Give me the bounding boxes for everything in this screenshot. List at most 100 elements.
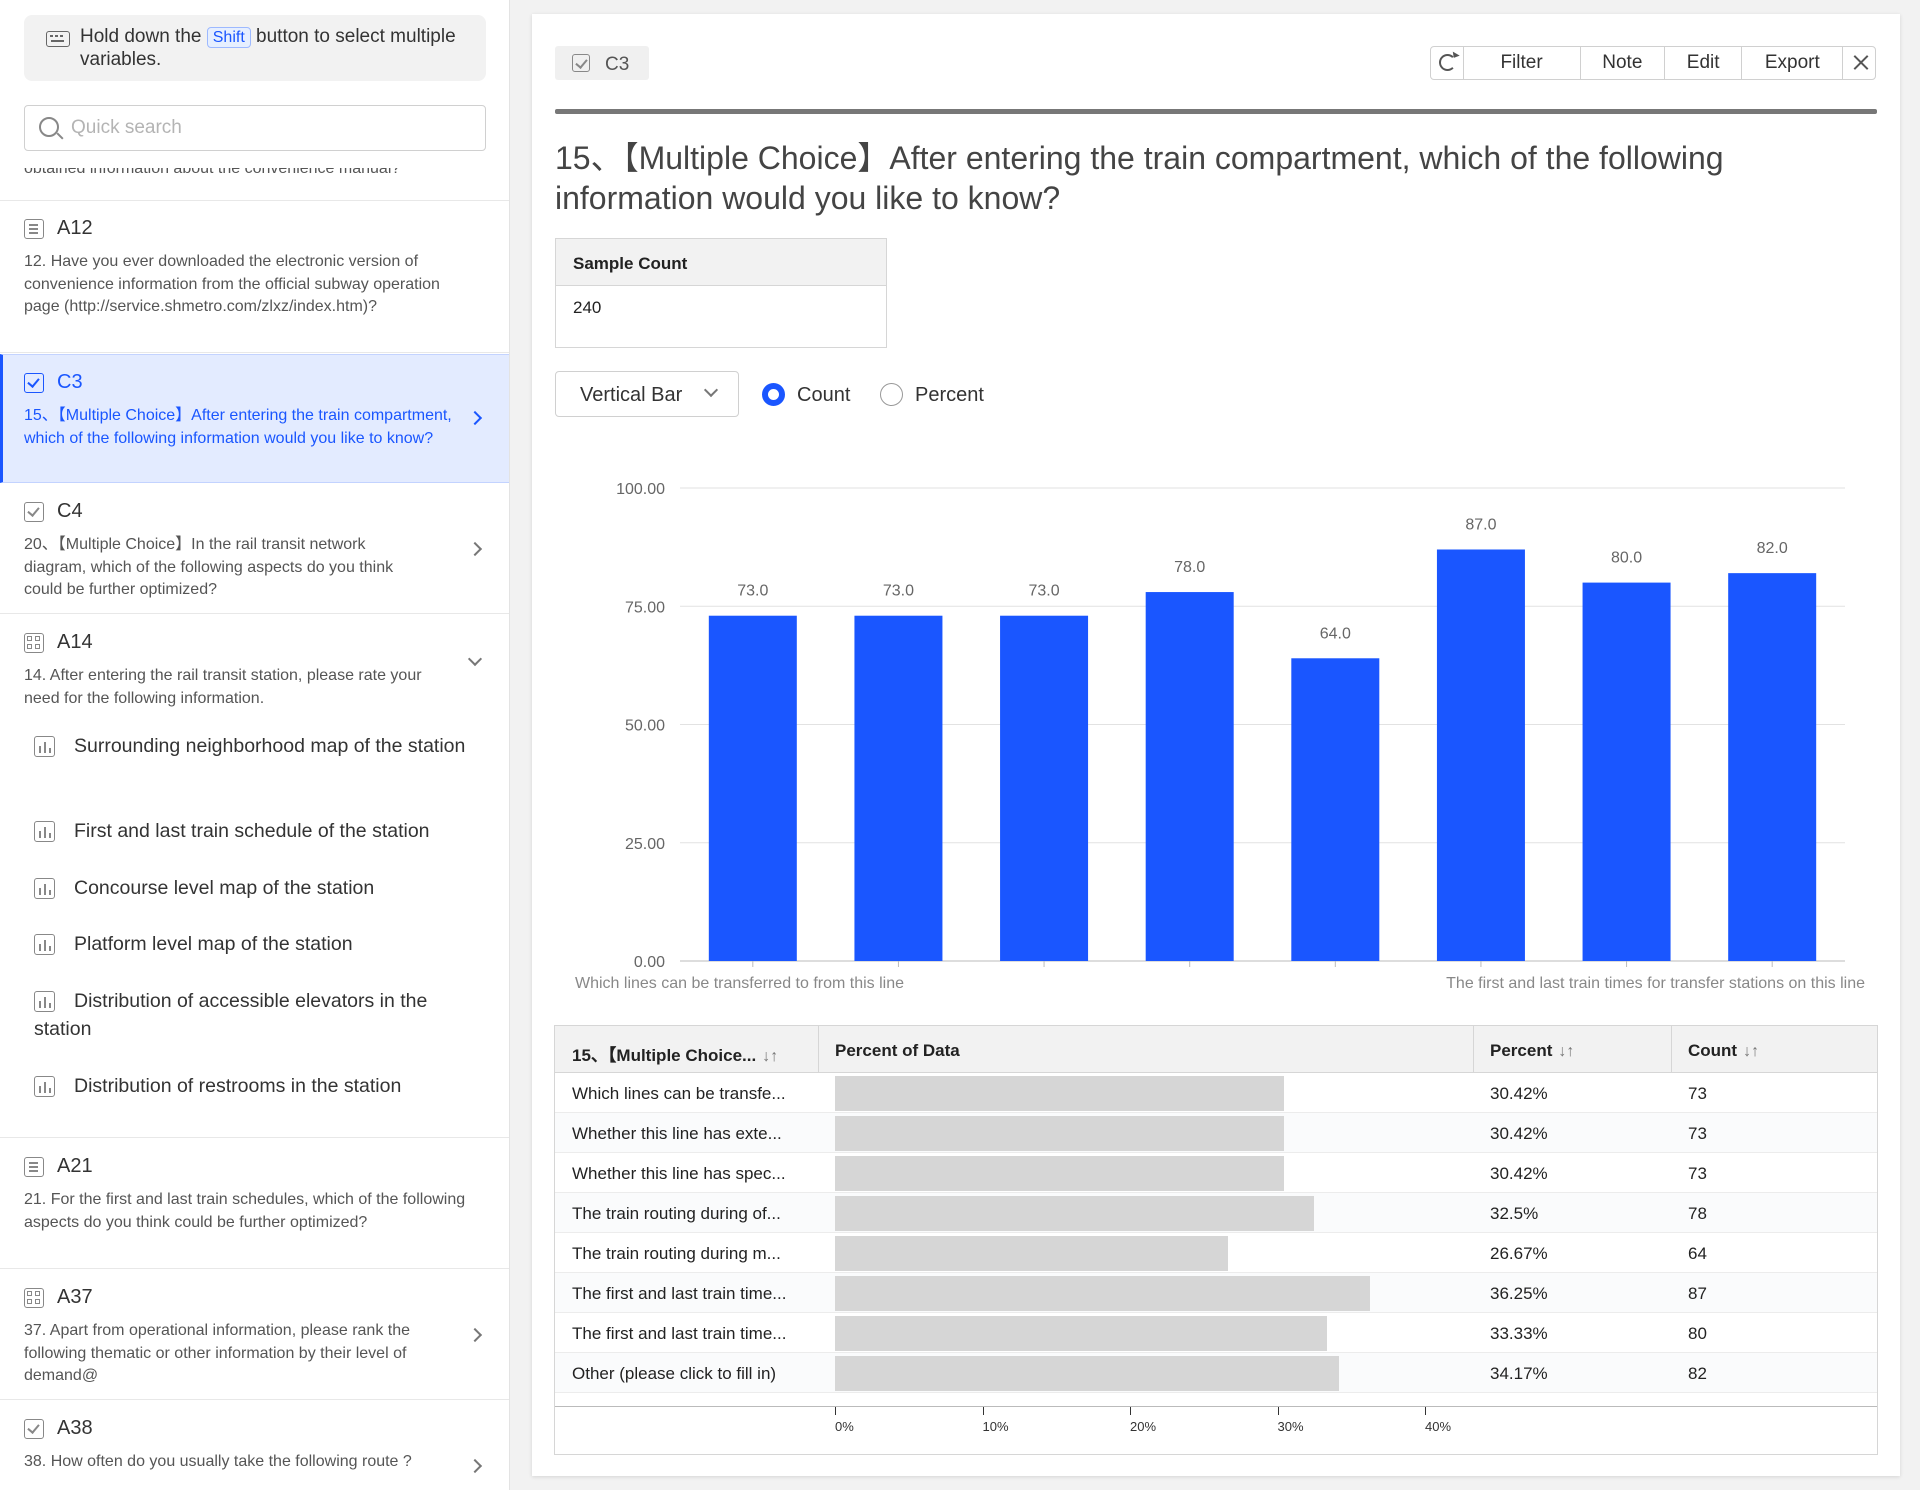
list-item-a14[interactable]: A14 14. After entering the rail transit … — [0, 615, 509, 1138]
row-percent: 36.25% — [1490, 1284, 1548, 1303]
chevron-right-icon[interactable] — [467, 1458, 483, 1474]
sort-icon[interactable]: ↓↑ — [1558, 1043, 1575, 1060]
axis-tick-label: 20% — [1130, 1419, 1157, 1434]
axis-tick-label: 40% — [1425, 1419, 1452, 1434]
table-row[interactable]: Whether this line has spec... 30.42% 73 — [555, 1153, 1877, 1193]
frequency-table: 15、【Multiple Choice... ↓↑ Percent of Data… — [554, 1025, 1878, 1455]
row-percent: 34.17% — [1490, 1364, 1548, 1383]
row-count: 64 — [1688, 1244, 1707, 1263]
sub-item-surrounding-map[interactable]: Surrounding neighborhood map of the stat… — [34, 732, 474, 760]
variable-tag-code: C3 — [605, 54, 630, 75]
bar-value-label: 80.0 — [1611, 550, 1642, 567]
chart-bar — [854, 615, 943, 961]
row-count: 73 — [1688, 1164, 1707, 1183]
variable-list[interactable]: obtained information about the convenien… — [0, 168, 509, 1490]
sub-item-label: First and last train schedule of the sta… — [74, 820, 430, 842]
row-count: 78 — [1688, 1204, 1707, 1223]
chart-bar — [1000, 615, 1089, 961]
chevron-right-icon[interactable] — [467, 541, 483, 557]
chevron-down-icon[interactable] — [467, 651, 483, 667]
column-header-percent-of-data: Percent of Data — [835, 1041, 960, 1060]
chart-type-select[interactable]: Vertical Bar — [555, 371, 739, 417]
bar-value-label: 73.0 — [737, 583, 768, 600]
bar-chart-icon — [34, 991, 55, 1012]
column-header-option[interactable]: 15、【Multiple Choice... ↓↑ — [572, 1046, 779, 1065]
list-item-c3[interactable]: C3 15、【Multiple Choice】After entering th… — [0, 354, 509, 483]
grid-icon — [24, 633, 44, 653]
sub-item-restrooms[interactable]: Distribution of restrooms in the station — [34, 1072, 474, 1100]
sample-count-box: Sample Count 240 — [555, 238, 887, 348]
count-radio[interactable]: Count — [762, 383, 850, 407]
column-header-percent[interactable]: Percent ↓↑ — [1490, 1041, 1575, 1060]
percent-radio[interactable]: Percent — [880, 383, 984, 407]
variable-description: 12. Have you ever downloaded the electro… — [24, 253, 440, 315]
export-button[interactable]: Export — [1742, 47, 1844, 79]
variable-code: A21 — [57, 1155, 93, 1177]
percent-bar — [835, 1116, 1284, 1151]
sample-count-value: 240 — [573, 298, 602, 317]
chart-bar — [1145, 592, 1234, 961]
list-item-a21[interactable]: A21 21. For the first and last train sch… — [0, 1139, 509, 1269]
bar-value-label: 73.0 — [1028, 583, 1059, 600]
list-item-a37[interactable]: A37 37. Apart from operational informati… — [0, 1270, 509, 1400]
row-option-label: The first and last train time... — [572, 1284, 787, 1303]
x-category-label: Which lines can be transferred to from t… — [575, 975, 904, 992]
axis-tick — [1277, 1407, 1279, 1415]
sub-item-concourse-map[interactable]: Concourse level map of the station — [34, 874, 474, 902]
table-row[interactable]: Other (please click to fill in) 34.17% 82 — [555, 1353, 1877, 1393]
row-percent: 26.67% — [1490, 1244, 1548, 1263]
sub-item-train-schedule[interactable]: First and last train schedule of the sta… — [34, 817, 474, 845]
edit-button[interactable]: Edit — [1665, 47, 1743, 79]
variable-description: 38. How often do you usually take the fo… — [24, 1453, 412, 1470]
chevron-down-icon — [703, 382, 719, 398]
bar-value-label: 82.0 — [1757, 540, 1788, 557]
refresh-button[interactable] — [1431, 47, 1464, 79]
percent-bar — [835, 1236, 1229, 1271]
shift-key-badge: Shift — [206, 27, 251, 48]
filter-button[interactable]: Filter — [1464, 47, 1581, 79]
row-count: 87 — [1688, 1284, 1707, 1303]
sample-count-label: Sample Count — [556, 239, 886, 286]
chevron-right-icon[interactable] — [467, 1327, 483, 1343]
header-divider — [555, 109, 1877, 114]
row-count: 82 — [1688, 1364, 1707, 1383]
variable-code: A14 — [57, 631, 93, 653]
table-row[interactable]: Whether this line has exte... 30.42% 73 — [555, 1113, 1877, 1153]
chevron-right-icon[interactable] — [467, 410, 483, 426]
list-item-a38[interactable]: A38 38. How often do you usually take th… — [0, 1401, 509, 1490]
table-header-row — [555, 1026, 1877, 1073]
variable-description: 20、【Multiple Choice】In the rail transit … — [24, 536, 394, 598]
table-row[interactable]: Which lines can be transfe... 30.42% 73 — [555, 1073, 1877, 1113]
close-button[interactable] — [1843, 47, 1875, 79]
chart-bar — [708, 615, 797, 961]
list-item-c4[interactable]: C4 20、【Multiple Choice】In the rail trans… — [0, 484, 509, 614]
axis-tick-label: 0% — [835, 1419, 854, 1434]
list-item-a12[interactable]: A12 12. Have you ever downloaded the ele… — [0, 201, 509, 353]
keyboard-icon — [46, 31, 70, 47]
sub-item-elevators[interactable]: Distribution of accessible elevators in … — [34, 987, 474, 1043]
bar-chart-icon — [34, 821, 55, 842]
checkbox-icon — [24, 1419, 44, 1439]
search-input[interactable] — [71, 114, 471, 142]
analysis-panel: C3 Filter Note Edit Export 15、【Multiple … — [532, 14, 1900, 1476]
table-row[interactable]: The train routing during m... 26.67% 64 — [555, 1233, 1877, 1273]
column-header-count[interactable]: Count ↓↑ — [1688, 1041, 1760, 1060]
table-row[interactable]: The first and last train time... 36.25% 87 — [555, 1273, 1877, 1313]
chart-bar — [1728, 573, 1817, 961]
bar-chart-icon — [34, 934, 55, 955]
table-row[interactable]: The first and last train time... 33.33% 80 — [555, 1313, 1877, 1353]
sub-item-platform-map[interactable]: Platform level map of the station — [34, 930, 474, 958]
x-category-label: The first and last train times for trans… — [1446, 975, 1865, 992]
y-tick-label: 25.00 — [625, 836, 665, 853]
sort-icon[interactable]: ↓↑ — [762, 1048, 779, 1065]
y-tick-label: 50.00 — [625, 718, 665, 735]
note-button[interactable]: Note — [1581, 47, 1666, 79]
row-percent: 30.42% — [1490, 1124, 1548, 1143]
table-row[interactable]: The train routing during of... 32.5% 78 — [555, 1193, 1877, 1233]
bar-chart: 0.00 25.00 50.00 75.00 100.00 73.0 Which lines… — [575, 481, 1865, 992]
chart-bar — [1582, 582, 1671, 961]
bar-value-label: 78.0 — [1174, 559, 1205, 576]
sort-icon[interactable]: ↓↑ — [1743, 1043, 1760, 1060]
quick-search[interactable] — [24, 105, 486, 151]
grid-icon — [24, 1288, 44, 1308]
